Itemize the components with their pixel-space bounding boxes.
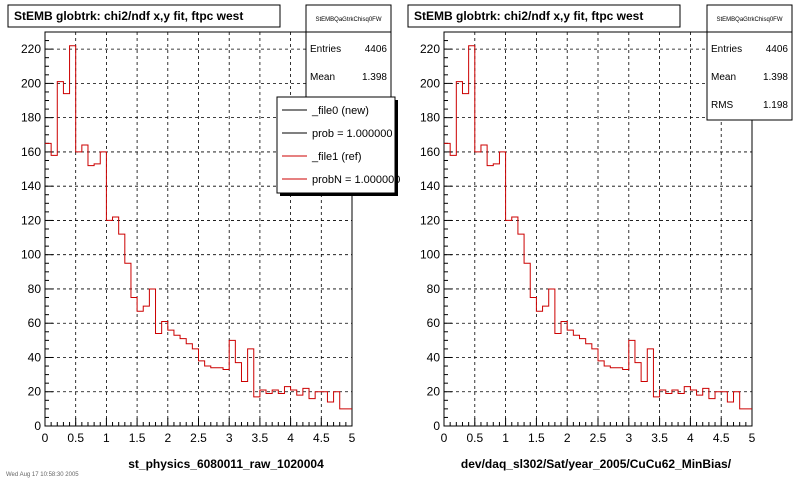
plot-frame	[443, 31, 753, 427]
y-tick-label: 80	[28, 282, 42, 296]
stats-label: Entries	[310, 44, 341, 55]
x-tick-label: 1	[103, 431, 110, 445]
x-tick-label: 0.5	[67, 431, 84, 445]
stats-box	[305, 4, 392, 98]
stats-value: 1.398	[763, 72, 788, 83]
chart-panel-2: 0 0.5 1 1.5 2 2.5 3 3.5 4 4.5 5 0 20 40 60 80 100 120 140 1…	[407, 4, 793, 471]
stats-value: 4406	[766, 44, 789, 55]
legend-entry: _file1 (ref)	[311, 151, 362, 163]
stats-label: RMS	[711, 100, 734, 111]
chart-title: StEMB globtrk: chi2/ndf x,y fit, ftpc we…	[414, 9, 643, 23]
stats-label: Entries	[711, 44, 742, 55]
y-tick-label: 0	[34, 419, 41, 433]
y-tick-label: 100	[21, 248, 41, 262]
y-tick-label: 200	[21, 76, 41, 90]
chart-panel-1: 0 0.5 1 1.5 2 2.5 3 3.5 4 4.5 5 0 20 40 60 80 100 120 140 1…	[7, 4, 400, 471]
y-tick-label: 140	[420, 179, 440, 193]
y-tick-label: 120	[420, 213, 440, 227]
y-tick-label: 100	[420, 248, 440, 262]
x-tick-label: 0.5	[466, 431, 483, 445]
y-tick-label: 220	[420, 42, 440, 56]
stats-box	[706, 4, 793, 121]
x-tick-label: 5	[349, 431, 356, 445]
y-tick-label: 0	[433, 419, 440, 433]
y-tick-label: 200	[420, 76, 440, 90]
histogram-series-1	[45, 45, 352, 410]
x-axis-label: dev/daq_sl302/Sat/year_2005/CuCu62_MinBi…	[461, 457, 732, 471]
histogram-series-1	[444, 45, 752, 410]
title-box	[7, 4, 281, 28]
x-tick-label: 1	[502, 431, 509, 445]
stats-label: Mean	[711, 72, 736, 83]
y-tick-label: 60	[28, 316, 42, 330]
legend-entry: _file0 (new)	[311, 105, 369, 117]
y-tick-label: 160	[420, 145, 440, 159]
x-tick-label: 2.5	[590, 431, 607, 445]
stats-value: 1.198	[763, 100, 788, 111]
x-tick-label: 1.5	[129, 431, 146, 445]
x-tick-label: 0	[42, 431, 49, 445]
x-tick-label: 4.5	[713, 431, 730, 445]
stats-value: 4406	[365, 44, 388, 55]
y-tick-label: 180	[21, 111, 41, 125]
y-tick-label: 20	[427, 385, 441, 399]
legend-entry: prob = 1.000000	[312, 128, 392, 140]
x-tick-label: 3.5	[651, 431, 668, 445]
legend-entry: probN = 1.000000	[312, 174, 400, 186]
y-tick-label: 60	[427, 316, 441, 330]
x-tick-label: 0	[441, 431, 448, 445]
y-tick-label: 40	[427, 350, 441, 364]
stats-title: StEMBQaGtrkChisq0FW	[315, 17, 381, 23]
x-tick-label: 3	[625, 431, 632, 445]
x-tick-label: 2	[564, 431, 571, 445]
footer-timestamp: Wed Aug 17 10:58:30 2005	[6, 472, 79, 478]
y-tick-label: 160	[21, 145, 41, 159]
x-tick-label: 2	[164, 431, 171, 445]
x-tick-label: 4	[687, 431, 694, 445]
title-box	[407, 4, 681, 28]
y-tick-label: 40	[28, 350, 42, 364]
stats-title: StEMBQaGtrkChisq0FW	[716, 17, 782, 23]
legend-box	[276, 96, 396, 194]
x-tick-label: 5	[749, 431, 756, 445]
y-tick-label: 180	[420, 111, 440, 125]
y-tick-label: 120	[21, 213, 41, 227]
x-tick-label: 4	[287, 431, 294, 445]
stats-label: Mean	[310, 72, 335, 83]
y-tick-label: 140	[21, 179, 41, 193]
y-tick-label: 20	[28, 385, 42, 399]
chart-title: StEMB globtrk: chi2/ndf x,y fit, ftpc we…	[14, 9, 243, 23]
stats-value: 1.398	[362, 72, 387, 83]
x-tick-label: 3	[226, 431, 233, 445]
legend: _file0 (new) prob = 1.000000 _file1 (ref) p…	[276, 96, 400, 196]
y-tick-label: 80	[427, 282, 441, 296]
x-axis-label: st_physics_6080011_raw_1020004	[128, 457, 324, 471]
y-tick-label: 220	[21, 42, 41, 56]
x-tick-label: 4.5	[313, 431, 330, 445]
x-tick-label: 2.5	[190, 431, 207, 445]
x-tick-label: 1.5	[528, 431, 545, 445]
x-tick-label: 3.5	[252, 431, 269, 445]
